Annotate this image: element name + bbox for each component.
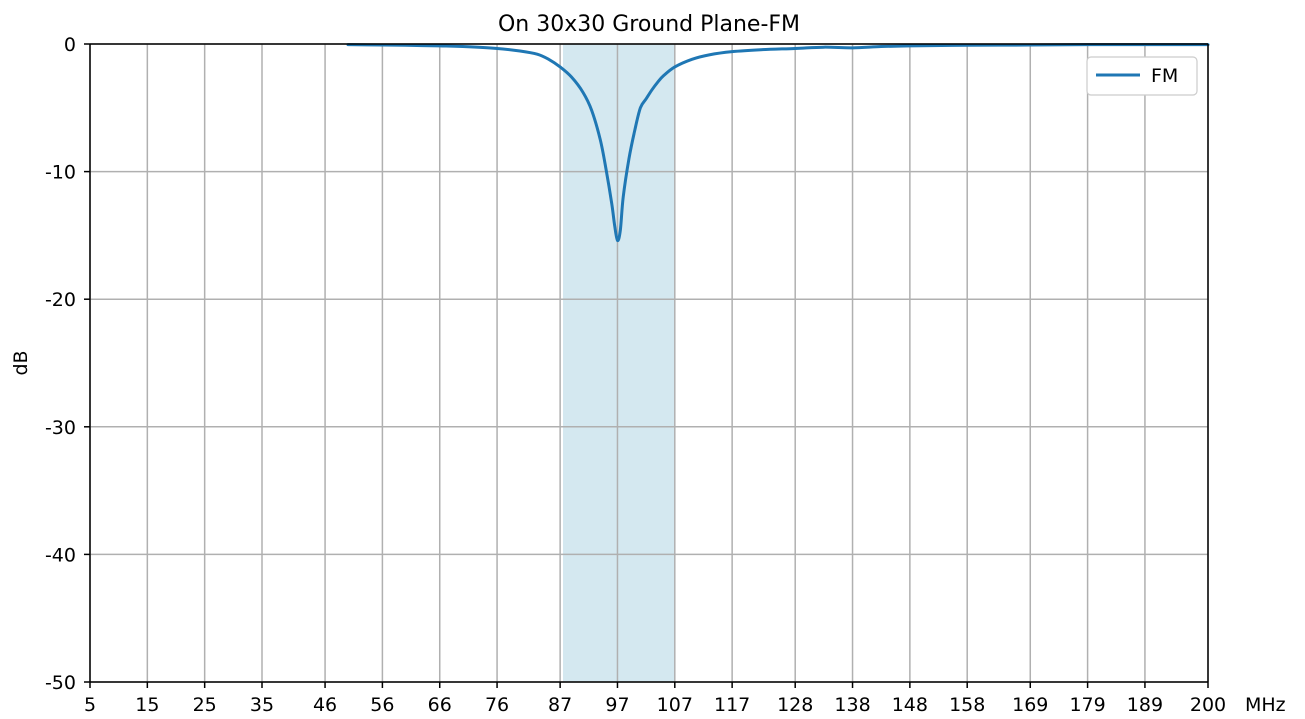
x-tick-label-10: 107 bbox=[657, 694, 693, 716]
x-tick-label-6: 66 bbox=[428, 694, 452, 716]
y-tick-label-4: -40 bbox=[45, 544, 76, 566]
legend-label: FM bbox=[1151, 65, 1178, 87]
x-tick-label-3: 35 bbox=[250, 694, 274, 716]
x-tick-label-17: 179 bbox=[1069, 694, 1105, 716]
highlight-band-layer bbox=[563, 44, 675, 682]
x-tick-label-14: 148 bbox=[892, 694, 928, 716]
x-axis-label: MHz bbox=[1245, 694, 1286, 716]
y-axis-label: dB bbox=[10, 350, 32, 375]
x-tick-label-1: 15 bbox=[135, 694, 159, 716]
x-tick-label-5: 56 bbox=[370, 694, 394, 716]
x-tick-label-19: 200 bbox=[1190, 694, 1226, 716]
x-tick-label-15: 158 bbox=[949, 694, 985, 716]
x-tick-label-2: 25 bbox=[193, 694, 217, 716]
x-tick-label-13: 138 bbox=[834, 694, 870, 716]
x-tick-label-18: 189 bbox=[1127, 694, 1163, 716]
legend: FM bbox=[1087, 57, 1197, 95]
y-tick-label-2: -20 bbox=[45, 289, 76, 311]
x-tick-label-16: 169 bbox=[1012, 694, 1048, 716]
x-tick-label-9: 97 bbox=[605, 694, 629, 716]
y-tick-label-5: -50 bbox=[45, 672, 76, 694]
x-tick-label-4: 46 bbox=[313, 694, 337, 716]
chart-title: On 30x30 Ground Plane-FM bbox=[498, 12, 800, 37]
y-tick-label-1: -10 bbox=[45, 162, 76, 184]
x-tick-label-11: 117 bbox=[714, 694, 750, 716]
x-tick-label-7: 76 bbox=[485, 694, 509, 716]
x-tick-label-8: 87 bbox=[548, 694, 572, 716]
highlight-band bbox=[563, 44, 675, 682]
x-tick-label-0: 5 bbox=[84, 694, 96, 716]
y-tick-label-0: 0 bbox=[64, 34, 76, 56]
x-tick-label-12: 128 bbox=[777, 694, 813, 716]
y-tick-label-3: -30 bbox=[45, 417, 76, 439]
